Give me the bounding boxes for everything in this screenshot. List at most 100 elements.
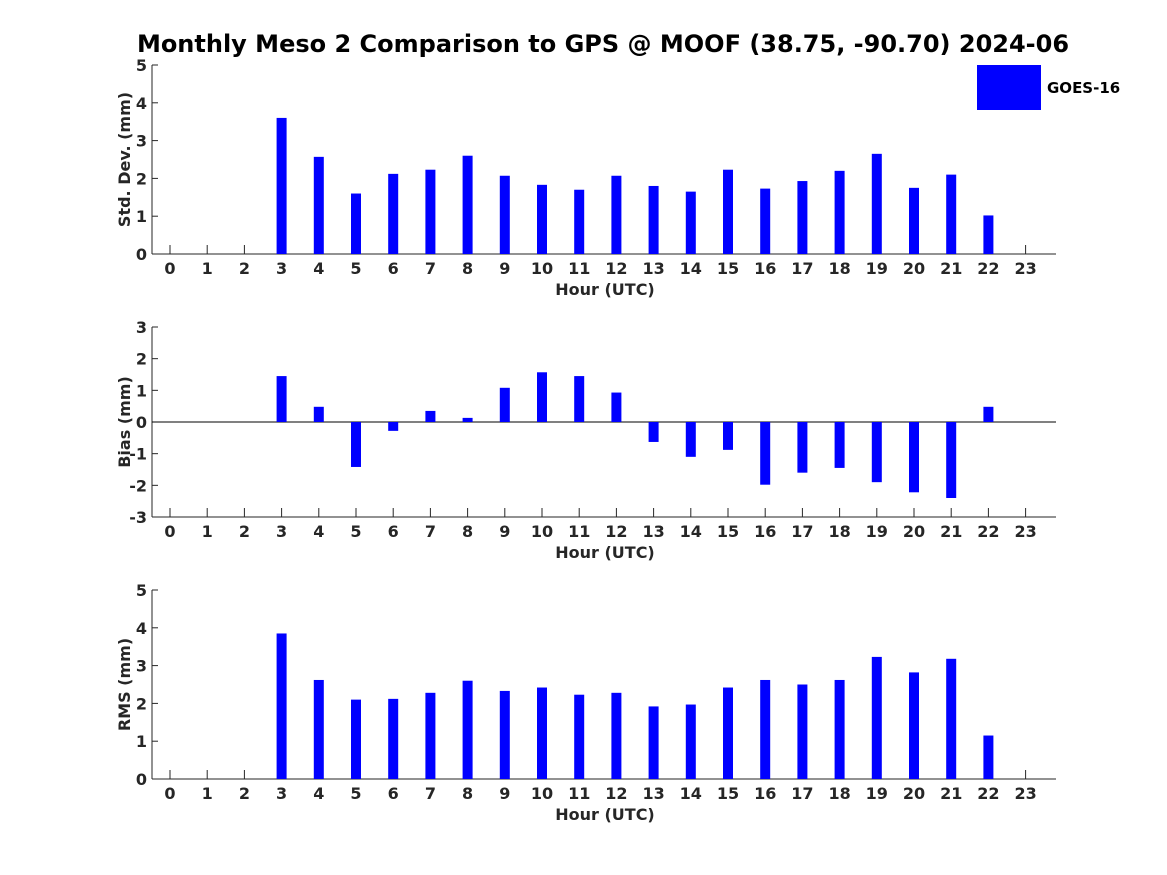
bar-hour-10 bbox=[537, 372, 547, 422]
y-tick-label: 5 bbox=[136, 56, 147, 75]
bar-hour-8 bbox=[462, 417, 473, 422]
bar-hour-4 bbox=[313, 679, 324, 779]
bar-hour-8 bbox=[462, 680, 473, 779]
bar-hour-14 bbox=[685, 704, 696, 779]
x-tick-label: 22 bbox=[977, 522, 999, 541]
bar-hour-6 bbox=[388, 422, 399, 431]
bar-hour-16 bbox=[760, 679, 771, 779]
x-tick-label: 15 bbox=[717, 522, 739, 541]
bar-hour-17 bbox=[797, 684, 808, 779]
bar-hour-18 bbox=[834, 679, 845, 779]
x-tick-label: 11 bbox=[568, 259, 590, 278]
x-tick-label: 22 bbox=[977, 784, 999, 803]
x-tick-label: 18 bbox=[828, 784, 850, 803]
bar-hour-13 bbox=[648, 706, 659, 779]
bar-hour-5 bbox=[351, 422, 361, 467]
bar-hour-5 bbox=[351, 193, 361, 254]
bar-hour-14 bbox=[685, 191, 696, 254]
x-tick-label: 19 bbox=[866, 259, 888, 278]
bar-hour-19 bbox=[871, 422, 882, 483]
x-tick-label: 13 bbox=[642, 259, 664, 278]
x-tick-label: 1 bbox=[202, 259, 213, 278]
x-tick-label: 14 bbox=[680, 259, 702, 278]
x-tick-label: 15 bbox=[717, 784, 739, 803]
x-tick-label: 4 bbox=[313, 259, 324, 278]
chart-title: Monthly Meso 2 Comparison to GPS @ MOOF … bbox=[137, 30, 1069, 58]
x-tick-label: 11 bbox=[568, 784, 590, 803]
bar-hour-15 bbox=[723, 687, 733, 779]
y-axis-label: Bias (mm) bbox=[115, 376, 134, 468]
x-tick-label: 8 bbox=[462, 522, 473, 541]
x-tick-label: 2 bbox=[239, 784, 250, 803]
bar-hour-22 bbox=[983, 735, 994, 779]
bar-hour-13 bbox=[648, 185, 659, 254]
bar-hour-17 bbox=[797, 422, 808, 473]
x-tick-label: 13 bbox=[642, 522, 664, 541]
x-tick-label: 17 bbox=[791, 522, 813, 541]
bar-hour-21 bbox=[946, 174, 957, 254]
bar-hour-9 bbox=[499, 175, 510, 254]
y-tick-label: 2 bbox=[136, 694, 147, 713]
y-tick-label: 3 bbox=[136, 132, 147, 151]
x-tick-label: 6 bbox=[388, 522, 399, 541]
bar-hour-4 bbox=[313, 156, 324, 254]
bar-hour-11 bbox=[574, 189, 585, 254]
bar-hour-12 bbox=[611, 392, 622, 422]
bar-hour-16 bbox=[760, 422, 771, 485]
bar-hour-12 bbox=[611, 175, 622, 254]
x-tick-label: 10 bbox=[531, 784, 553, 803]
y-tick-label: 5 bbox=[136, 581, 147, 600]
x-tick-label: 18 bbox=[828, 522, 850, 541]
x-tick-label: 20 bbox=[903, 522, 925, 541]
x-tick-label: 8 bbox=[462, 259, 473, 278]
bar-hour-7 bbox=[425, 169, 436, 254]
y-tick-label: 3 bbox=[136, 657, 147, 676]
x-tick-label: 9 bbox=[499, 259, 510, 278]
y-axis-label: Std. Dev. (mm) bbox=[115, 92, 134, 227]
x-tick-label: 20 bbox=[903, 784, 925, 803]
legend: GOES-16 bbox=[977, 65, 1120, 110]
bar-hour-18 bbox=[834, 170, 845, 254]
bar-hour-22 bbox=[983, 215, 994, 254]
y-axis-label: RMS (mm) bbox=[115, 638, 134, 731]
x-tick-label: 6 bbox=[388, 784, 399, 803]
x-tick-label: 12 bbox=[605, 259, 627, 278]
x-tick-label: 21 bbox=[940, 259, 962, 278]
x-tick-label: 5 bbox=[350, 784, 361, 803]
x-tick-label: 19 bbox=[866, 784, 888, 803]
x-tick-label: 4 bbox=[313, 522, 324, 541]
x-tick-label: 4 bbox=[313, 784, 324, 803]
x-tick-label: 9 bbox=[499, 784, 510, 803]
bar-hour-15 bbox=[723, 422, 733, 450]
bar-hour-19 bbox=[871, 153, 882, 254]
bar-hour-4 bbox=[313, 406, 324, 422]
bar-hour-13 bbox=[648, 422, 659, 442]
x-tick-label: 1 bbox=[202, 784, 213, 803]
x-tick-label: 0 bbox=[164, 522, 175, 541]
bar-hour-22 bbox=[983, 406, 994, 422]
y-tick-label: 1 bbox=[136, 732, 147, 751]
x-tick-label: 0 bbox=[164, 784, 175, 803]
x-tick-label: 5 bbox=[350, 522, 361, 541]
bar-hour-8 bbox=[462, 155, 473, 254]
x-tick-label: 23 bbox=[1014, 522, 1036, 541]
x-tick-label: 7 bbox=[425, 259, 436, 278]
x-axis-label: Hour (UTC) bbox=[555, 543, 655, 562]
x-tick-label: 17 bbox=[791, 259, 813, 278]
x-tick-label: 21 bbox=[940, 522, 962, 541]
y-tick-label: 1 bbox=[136, 381, 147, 400]
x-tick-label: 12 bbox=[605, 784, 627, 803]
x-tick-label: 3 bbox=[276, 259, 287, 278]
x-tick-label: 14 bbox=[680, 784, 702, 803]
bar-hour-18 bbox=[834, 422, 845, 468]
x-tick-label: 8 bbox=[462, 784, 473, 803]
x-tick-label: 1 bbox=[202, 522, 213, 541]
x-axis-label: Hour (UTC) bbox=[555, 280, 655, 299]
x-tick-label: 10 bbox=[531, 522, 553, 541]
x-tick-label: 23 bbox=[1014, 784, 1036, 803]
bar-hour-14 bbox=[685, 422, 696, 457]
y-tick-label: 0 bbox=[136, 245, 147, 264]
y-tick-label: -2 bbox=[129, 476, 147, 495]
